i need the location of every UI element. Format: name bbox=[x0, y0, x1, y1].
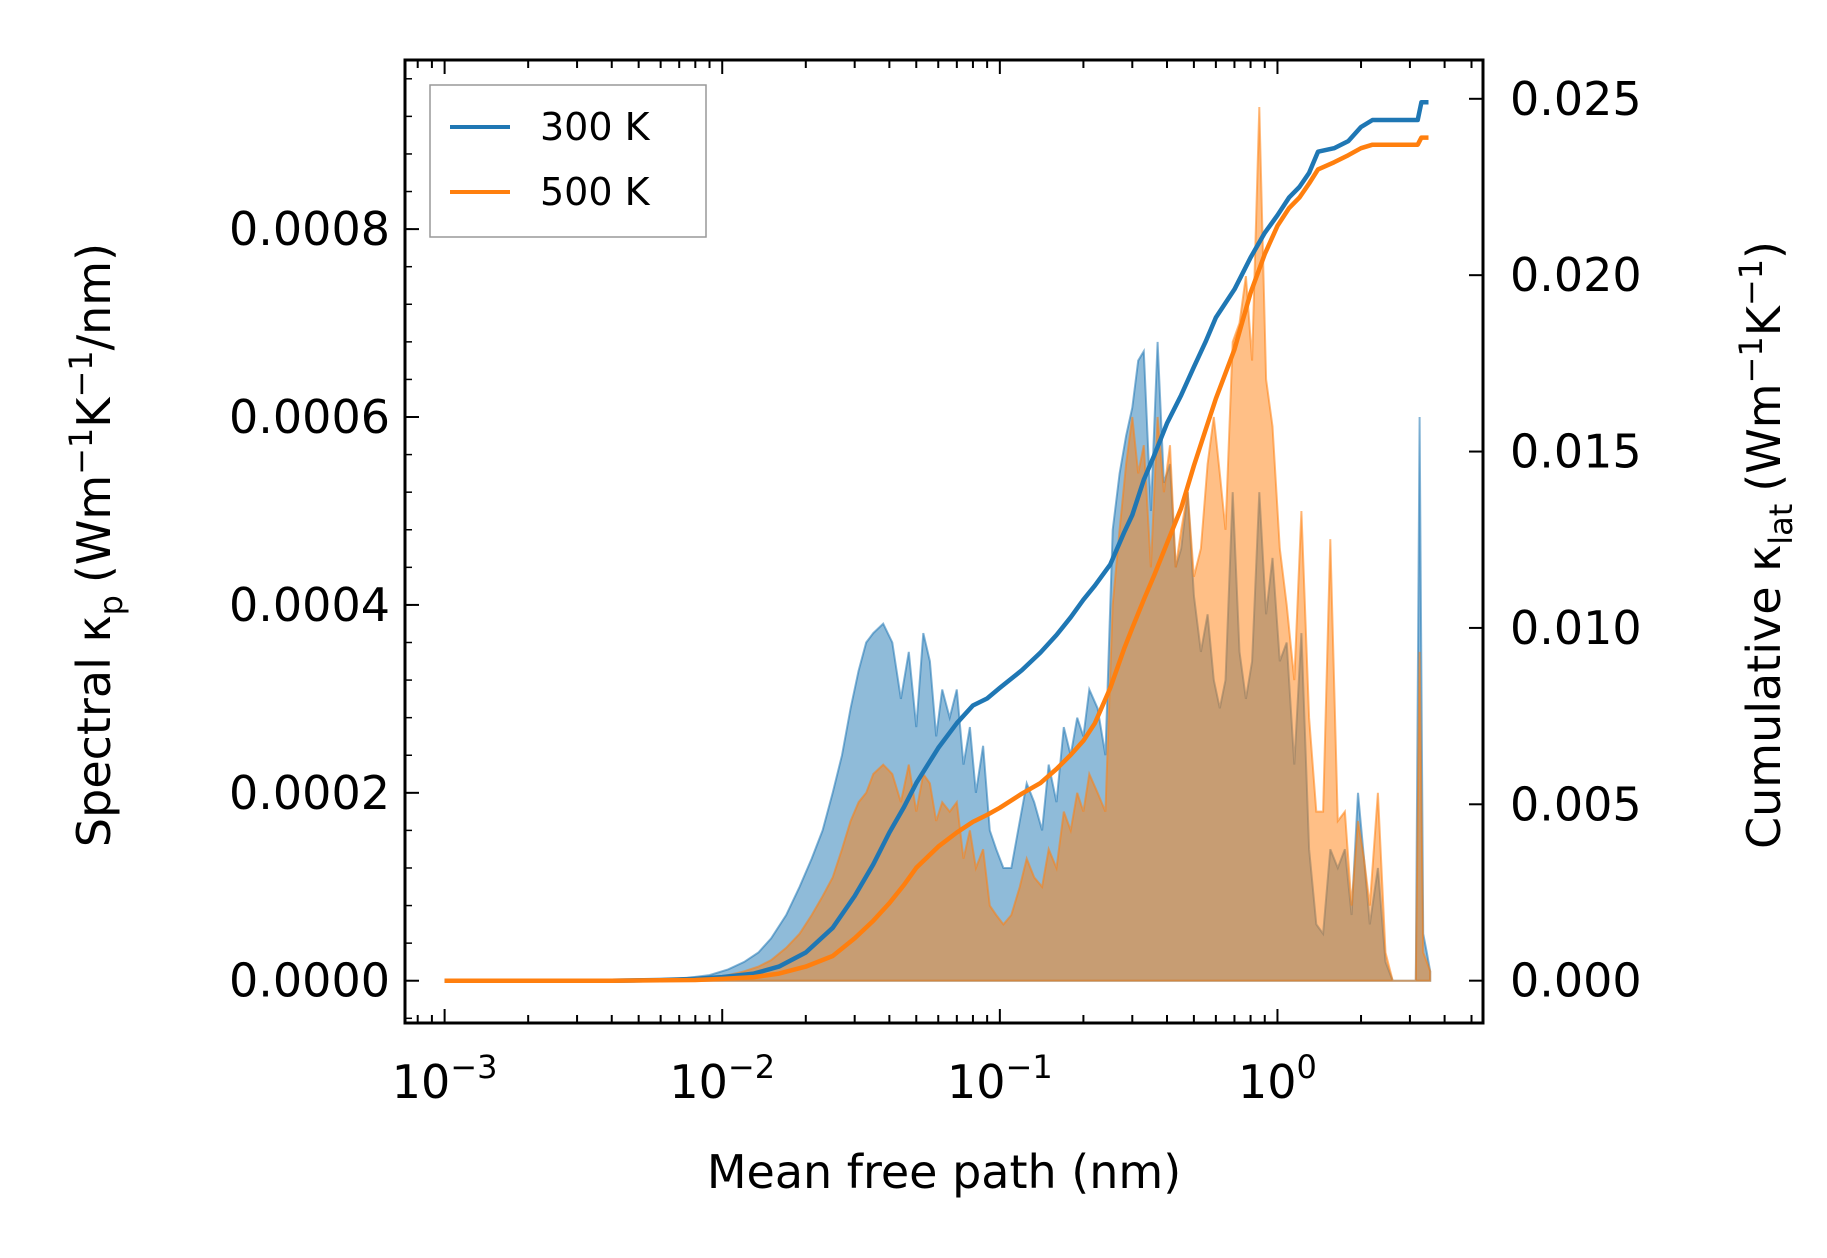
y-right-tick-label-3: 0.015 bbox=[1510, 425, 1642, 479]
y-left-tick-label-3: 0.0006 bbox=[229, 390, 390, 444]
y-left-tick-label-4: 0.0008 bbox=[229, 202, 390, 256]
spectral-area-1 bbox=[444, 106, 1432, 982]
left-y-axis-title: Spectral κp(Wm−1K−1/nm) bbox=[62, 243, 130, 847]
y-left-tick-label-0: 0.0000 bbox=[229, 954, 390, 1008]
legend-box bbox=[429, 84, 707, 238]
tick-labels: 10−3 10−2 10−1 100 0.0000 0.0002 0.0004 0.0006 0… bbox=[229, 72, 1642, 1109]
y-right-tick-label-2: 0.010 bbox=[1510, 601, 1642, 655]
x-tick-label-1: 10−2 bbox=[669, 1048, 775, 1109]
y-left-tick-label-2: 0.0004 bbox=[229, 578, 390, 632]
right-y-axis-title: Cumulative κlat(Wm−1K−1) bbox=[1732, 241, 1800, 849]
axis-ticks bbox=[405, 60, 1483, 1023]
plot-frame bbox=[403, 58, 1485, 1025]
x-tick-label-2: 10−1 bbox=[947, 1048, 1053, 1109]
legend: 300 K 500 K bbox=[429, 84, 707, 238]
x-tick-label-3: 100 bbox=[1238, 1048, 1317, 1109]
x-tick-label-0: 10−3 bbox=[392, 1048, 498, 1109]
cumulative-line-1 bbox=[444, 135, 1429, 983]
legend-label-500k: 500 K bbox=[540, 170, 651, 214]
y-right-tick-label-1: 0.005 bbox=[1510, 777, 1642, 831]
cumulative-lines bbox=[444, 100, 1429, 983]
y-left-tick-label-1: 0.0002 bbox=[229, 766, 390, 820]
y-right-tick-label-5: 0.025 bbox=[1510, 72, 1642, 126]
spectral-areas bbox=[444, 106, 1432, 982]
x-axis-title: Mean free path (nm) bbox=[707, 1145, 1181, 1199]
cumulative-line-0 bbox=[444, 100, 1429, 983]
y-right-tick-label-0: 0.000 bbox=[1510, 954, 1642, 1008]
legend-label-300k: 300 K bbox=[540, 105, 651, 149]
y-right-tick-label-4: 0.020 bbox=[1510, 248, 1642, 302]
